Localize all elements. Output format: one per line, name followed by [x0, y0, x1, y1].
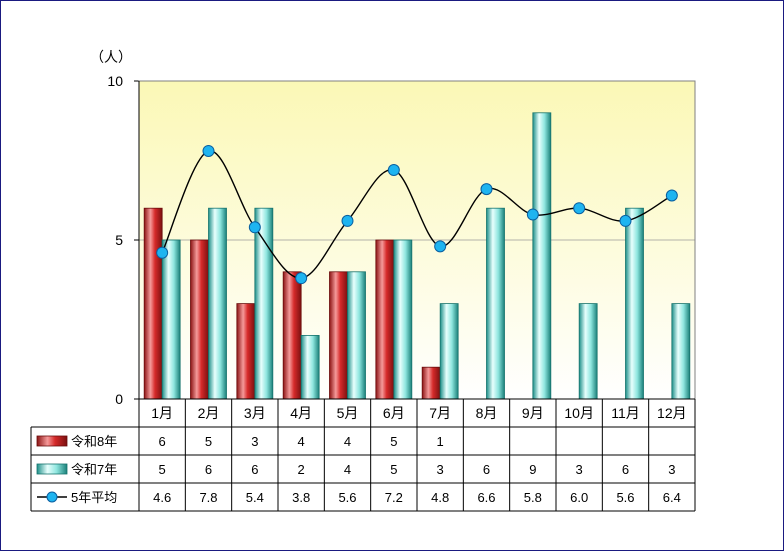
bar-令和8年-5月 [329, 271, 348, 400]
x-tick-label: 8月 [476, 405, 498, 421]
data-table-cell-5年平均-8月: 6.6 [477, 490, 495, 505]
data-table-cell-令和7年-9月: 9 [529, 462, 536, 477]
data-table-cell-令和7年-8月: 6 [483, 462, 490, 477]
data-table-cell-5年平均-12月: 6.4 [663, 490, 681, 505]
legend-key-令和7年 [36, 463, 68, 475]
bar-令和7年-5月 [347, 271, 366, 400]
y-tick-label: 5 [115, 232, 123, 248]
average-point-11月 [619, 214, 632, 227]
data-table-cell-5年平均-1月: 4.6 [153, 490, 171, 505]
bar-令和7年-11月 [625, 207, 644, 400]
x-tick-label: 6月 [383, 405, 405, 421]
legend-label-令和8年: 令和8年 [71, 434, 117, 449]
bar-令和8年-2月 [190, 239, 209, 400]
average-point-12月 [665, 189, 678, 202]
data-table-cell-令和8年-6月: 5 [390, 434, 397, 449]
x-tick-label: 10月 [564, 405, 594, 421]
data-table-cell-5年平均-6月: 7.2 [385, 490, 403, 505]
average-point-4月 [295, 272, 308, 285]
bar-令和8年-3月 [236, 303, 256, 400]
data-table-cell-5年平均-9月: 5.8 [524, 490, 542, 505]
data-table-cell-令和7年-2月: 6 [205, 462, 212, 477]
data-table-cell-令和7年-1月: 5 [159, 462, 166, 477]
bar-令和7年-3月 [254, 207, 274, 400]
y-tick-label: 0 [115, 391, 123, 407]
data-table-cell-令和8年-7月: 1 [437, 434, 444, 449]
bar-令和7年-6月 [393, 239, 413, 400]
average-point-3月 [248, 221, 261, 234]
data-table-cell-5年平均-3月: 5.4 [246, 490, 264, 505]
data-table-cell-令和7年-5月: 4 [344, 462, 351, 477]
bar-令和7年-8月 [486, 207, 505, 400]
data-table-cell-5年平均-7月: 4.8 [431, 490, 449, 505]
average-point-6月 [387, 164, 400, 177]
legend-key-marker-5年平均 [46, 491, 58, 503]
data-table-cell-令和7年-6月: 5 [390, 462, 397, 477]
data-table-cell-令和8年-5月: 4 [344, 434, 351, 449]
y-axis-unit-label: （人） [90, 49, 132, 65]
bar-令和7年-12月 [671, 303, 691, 400]
data-table-cell-令和8年-3月: 3 [251, 434, 258, 449]
x-tick-label: 5月 [337, 405, 359, 421]
bar-令和7年-10月 [578, 303, 598, 400]
bar-令和7年-2月 [208, 207, 227, 400]
x-tick-label: 12月 [657, 405, 687, 421]
x-tick-label: 2月 [198, 405, 220, 421]
y-tick-label: 10 [107, 73, 123, 89]
data-table-cell-令和8年-4月: 4 [298, 434, 305, 449]
bar-令和7年-9月 [532, 112, 552, 400]
x-tick-label: 9月 [522, 405, 544, 421]
data-table-cell-5年平均-5月: 5.6 [338, 490, 356, 505]
average-point-5月 [341, 214, 354, 227]
x-tick-label: 7月 [429, 405, 451, 421]
data-table-cell-令和8年-1月: 6 [159, 434, 166, 449]
data-table-cell-令和7年-10月: 3 [576, 462, 583, 477]
bar-令和7年-7月 [439, 303, 459, 400]
data-table-cell-5年平均-4月: 3.8 [292, 490, 310, 505]
bar-令和7年-4月 [300, 334, 320, 400]
average-point-2月 [202, 144, 215, 157]
average-point-9月 [526, 208, 539, 221]
bar-令和7年-1月 [161, 239, 181, 400]
legend-label-5年平均: 5年平均 [71, 490, 117, 505]
average-point-10月 [573, 202, 586, 215]
data-table-cell-令和7年-4月: 2 [298, 462, 305, 477]
data-table-cell-令和7年-3月: 6 [251, 462, 258, 477]
data-table-cell-令和8年-2月: 5 [205, 434, 212, 449]
data-table-cell-令和7年-11月: 6 [622, 462, 629, 477]
data-table-cell-5年平均-2月: 7.8 [199, 490, 217, 505]
data-table-cell-5年平均-10月: 6.0 [570, 490, 588, 505]
x-tick-label: 11月 [611, 405, 640, 421]
x-tick-label: 3月 [244, 405, 266, 421]
legend-key-令和8年 [36, 435, 68, 447]
data-table-cell-令和7年-7月: 3 [437, 462, 444, 477]
bar-令和8年-7月 [421, 366, 441, 400]
average-point-7月 [434, 240, 447, 253]
bar-令和8年-1月 [143, 207, 163, 400]
bar-令和8年-6月 [375, 239, 395, 400]
average-point-8月 [480, 183, 493, 196]
legend-label-令和7年: 令和7年 [71, 462, 117, 477]
bar-令和8年-4月 [282, 271, 302, 400]
data-table-cell-令和7年-12月: 3 [668, 462, 675, 477]
data-table-cell-5年平均-11月: 5.6 [616, 490, 634, 505]
x-tick-label: 4月 [290, 405, 312, 421]
average-point-1月 [156, 246, 169, 259]
x-tick-label: 1月 [151, 405, 173, 421]
